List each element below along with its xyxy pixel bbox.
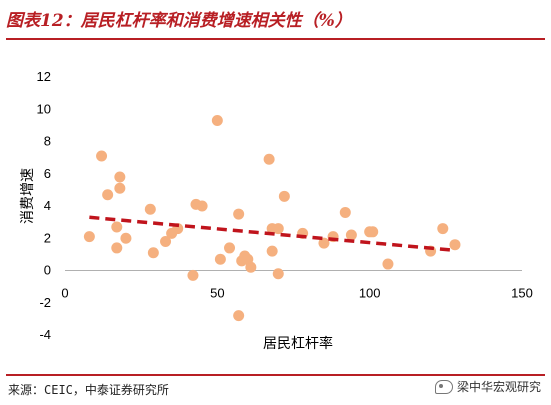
scatter-point — [266, 245, 278, 257]
scatter-point — [196, 200, 208, 212]
scatter-point — [111, 242, 123, 254]
scatter-point — [437, 223, 449, 235]
scatter-point — [96, 150, 108, 162]
scatter-point — [449, 239, 461, 251]
scatter-point — [367, 226, 379, 238]
scatter-point — [147, 247, 159, 259]
y-tick-label: -2 — [39, 295, 51, 310]
y-axis-tick-labels: -4 -2 0 2 4 6 8 10 12 — [37, 69, 51, 342]
scatter-point — [339, 206, 351, 218]
y-tick-label: -4 — [39, 327, 51, 342]
scatter-point — [318, 237, 330, 249]
scatter-point — [382, 258, 394, 270]
title-underline — [6, 38, 545, 40]
scatter-point — [187, 269, 199, 281]
wechat-icon — [434, 379, 453, 394]
scatter-point — [272, 268, 284, 280]
scatter-point — [272, 223, 284, 235]
scatter-point — [114, 171, 126, 183]
watermark-text: 梁中华宏观研究 — [456, 380, 541, 394]
source-note: 来源：CEIC，中泰证券研究所 — [8, 383, 169, 397]
scatter-point — [224, 242, 236, 254]
scatter-point — [278, 190, 290, 202]
y-tick-label: 10 — [37, 101, 51, 116]
x-tick-label: 150 — [511, 286, 533, 301]
scatter-point — [102, 189, 114, 201]
scatter-point — [233, 310, 245, 322]
scatter-point — [111, 221, 123, 233]
scatter-point — [160, 235, 172, 247]
y-tick-label: 12 — [37, 69, 51, 84]
scatter-point — [144, 203, 156, 215]
scatter-point — [114, 182, 126, 194]
y-tick-label: 4 — [44, 198, 51, 213]
watermark: 梁中华宏观研究 — [434, 378, 541, 395]
y-tick-label: 0 — [44, 263, 51, 278]
scatter-point — [263, 153, 275, 165]
scatter-point — [120, 232, 132, 244]
x-tick-label: 0 — [61, 286, 68, 301]
x-axis-tick-labels: 0 50 100 150 — [61, 286, 532, 301]
scatter-point — [83, 231, 95, 243]
x-axis-title: 居民杠杆率 — [263, 335, 333, 352]
scatter-points — [83, 115, 461, 322]
y-tick-label: 6 — [44, 166, 51, 181]
scatter-point — [245, 261, 257, 273]
trend-line — [89, 215, 456, 253]
scatter-point — [211, 115, 223, 127]
scatter-chart: -4 -2 0 2 4 6 8 10 12 0 50 100 150 居民杠杆率 消费增速 — [20, 69, 533, 352]
chart-title: 图表12：居民杠杆率和消费增速相关性（%） — [6, 11, 352, 31]
footer-rule — [6, 374, 545, 376]
y-axis-title: 消费增速 — [20, 168, 36, 224]
scatter-point — [233, 208, 245, 220]
y-tick-label: 8 — [44, 134, 51, 149]
x-tick-label: 50 — [210, 286, 224, 301]
x-tick-label: 100 — [359, 286, 381, 301]
y-tick-label: 2 — [44, 230, 51, 245]
scatter-point — [345, 229, 357, 241]
scatter-point — [214, 253, 226, 265]
